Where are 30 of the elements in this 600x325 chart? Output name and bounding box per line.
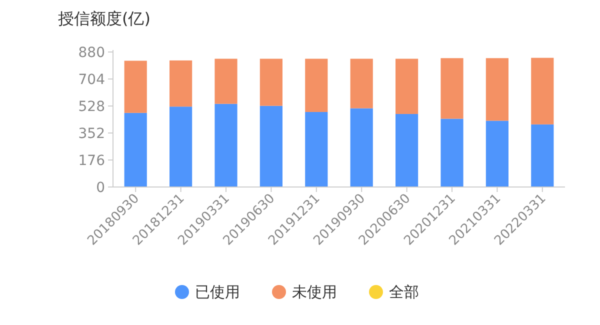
bar	[124, 60, 147, 113]
y-tick-label: 704	[78, 72, 106, 88]
bar	[486, 58, 508, 121]
bar	[260, 106, 282, 187]
y-tick-label: 352	[78, 126, 105, 142]
bar	[170, 60, 192, 107]
bar	[214, 58, 238, 104]
bar	[531, 124, 554, 187]
y-tick-label: 880	[78, 45, 105, 61]
y-tick-label: 0	[96, 180, 105, 196]
bar	[531, 58, 554, 124]
legend-label: 未使用	[292, 283, 337, 301]
y-tick-label: 528	[78, 99, 105, 115]
bar	[396, 114, 418, 187]
bar	[396, 58, 418, 114]
bar	[350, 58, 373, 108]
legend-label: 全部	[389, 283, 419, 301]
bar	[440, 118, 464, 187]
bar	[124, 112, 147, 187]
bar	[305, 112, 328, 187]
bar	[260, 58, 282, 106]
legend-label: 已使用	[195, 283, 240, 301]
bar	[440, 58, 464, 119]
bar	[305, 58, 328, 112]
bar	[170, 106, 192, 187]
chart-title: 授信额度(亿)	[58, 9, 150, 28]
y-tick-label: 176	[78, 153, 106, 169]
bar	[350, 108, 373, 187]
bar	[486, 120, 508, 187]
bar	[214, 104, 238, 187]
